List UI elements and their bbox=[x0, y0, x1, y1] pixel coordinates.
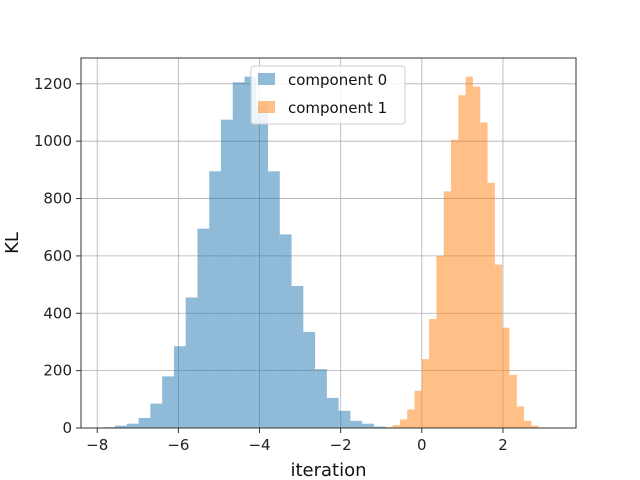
bar bbox=[350, 420, 363, 428]
x-tick-label: 0 bbox=[417, 436, 427, 454]
bar bbox=[472, 86, 481, 429]
y-axis-label: KL bbox=[2, 232, 23, 254]
bar bbox=[502, 327, 510, 428]
bar bbox=[531, 425, 539, 428]
y-tick-label: 200 bbox=[43, 362, 72, 380]
bar bbox=[494, 264, 503, 428]
bar bbox=[185, 297, 198, 428]
bar bbox=[399, 419, 408, 428]
bar bbox=[480, 122, 488, 428]
bar bbox=[524, 420, 532, 428]
bar bbox=[279, 234, 292, 428]
bar bbox=[326, 397, 339, 428]
x-tick-label: −4 bbox=[248, 436, 270, 454]
bar bbox=[209, 171, 221, 429]
legend-swatch-component-1 bbox=[258, 101, 275, 113]
bar bbox=[220, 119, 233, 429]
y-tick-label: 0 bbox=[62, 419, 72, 437]
x-tick-label: −8 bbox=[86, 436, 108, 454]
y-tick-label: 800 bbox=[43, 190, 72, 208]
series-0-bars bbox=[103, 76, 386, 429]
bar bbox=[197, 228, 210, 428]
plot-frame bbox=[80, 57, 577, 429]
bar bbox=[436, 255, 444, 428]
bar bbox=[407, 409, 415, 428]
bar bbox=[256, 105, 269, 428]
bar bbox=[291, 286, 304, 428]
histogram-bars bbox=[103, 76, 546, 429]
legend-label-component-0: component 0 bbox=[288, 71, 387, 89]
bar bbox=[115, 425, 127, 428]
legend-label-component-1: component 1 bbox=[288, 99, 387, 117]
bar bbox=[509, 374, 517, 428]
bar bbox=[458, 95, 466, 429]
bar bbox=[516, 406, 525, 428]
bar bbox=[487, 182, 495, 428]
bar bbox=[414, 390, 422, 428]
x-tick-label: −2 bbox=[330, 436, 352, 454]
y-tick-label: 400 bbox=[43, 304, 72, 322]
bar bbox=[451, 139, 459, 428]
bar bbox=[373, 426, 386, 428]
bar bbox=[338, 410, 351, 428]
legend: component 0 component 1 bbox=[250, 65, 406, 125]
bar bbox=[315, 369, 327, 428]
bar bbox=[303, 331, 316, 428]
legend-swatch-component-0 bbox=[258, 73, 275, 85]
bar bbox=[138, 417, 151, 428]
y-tick-label: 1000 bbox=[34, 132, 72, 150]
bar bbox=[443, 191, 452, 428]
bar bbox=[150, 403, 163, 428]
legend-box bbox=[250, 65, 406, 125]
bar bbox=[244, 76, 257, 429]
series-1-bars bbox=[385, 76, 546, 429]
bar bbox=[429, 319, 437, 428]
bar bbox=[362, 423, 374, 428]
bar bbox=[162, 376, 174, 428]
axis-ticks: −8 −6 −4 −2 0 2 0 200 400 600 800 1000 1200 bbox=[34, 75, 508, 454]
x-tick-label: 2 bbox=[498, 436, 508, 454]
bar bbox=[268, 171, 280, 429]
bar bbox=[232, 82, 245, 428]
bar bbox=[392, 425, 400, 428]
bar bbox=[173, 346, 186, 428]
x-axis-label: iteration bbox=[290, 460, 366, 480]
bar bbox=[465, 76, 473, 429]
y-tick-label: 600 bbox=[43, 247, 72, 265]
bar bbox=[126, 423, 139, 428]
bar bbox=[421, 359, 430, 428]
y-tick-label: 1200 bbox=[34, 75, 72, 93]
x-tick-label: −6 bbox=[167, 436, 189, 454]
